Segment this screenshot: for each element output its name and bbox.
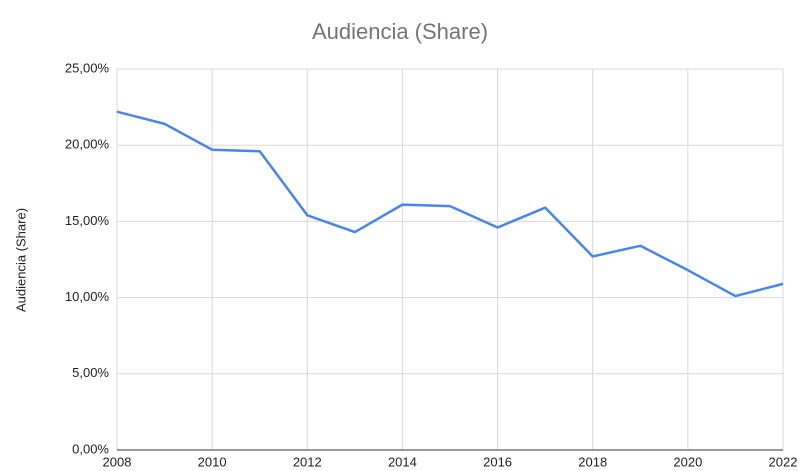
x-tick-label: 2018 [578,454,607,469]
x-tick-label: 2014 [388,454,417,469]
data-line [116,110,784,298]
x-tick-label: 2022 [769,454,798,469]
x-tick-label: 2020 [673,454,702,469]
y-tick-label: 10,00% [65,289,110,304]
x-tick-label: 2016 [483,454,512,469]
y-tick-label: 5,00% [72,365,109,380]
y-axis-label: Audiencia (Share) [13,208,28,312]
y-tick-label: 25,00% [65,60,110,75]
x-tick-label: 2008 [103,454,132,469]
x-tick-label: 2010 [198,454,227,469]
y-tick-label: 20,00% [65,137,110,152]
y-tick-label: 15,00% [65,213,110,228]
chart-title: Audiencia (Share) [312,19,488,44]
y-tick-label: 0,00% [72,441,109,456]
x-tick-label: 2012 [293,454,322,469]
